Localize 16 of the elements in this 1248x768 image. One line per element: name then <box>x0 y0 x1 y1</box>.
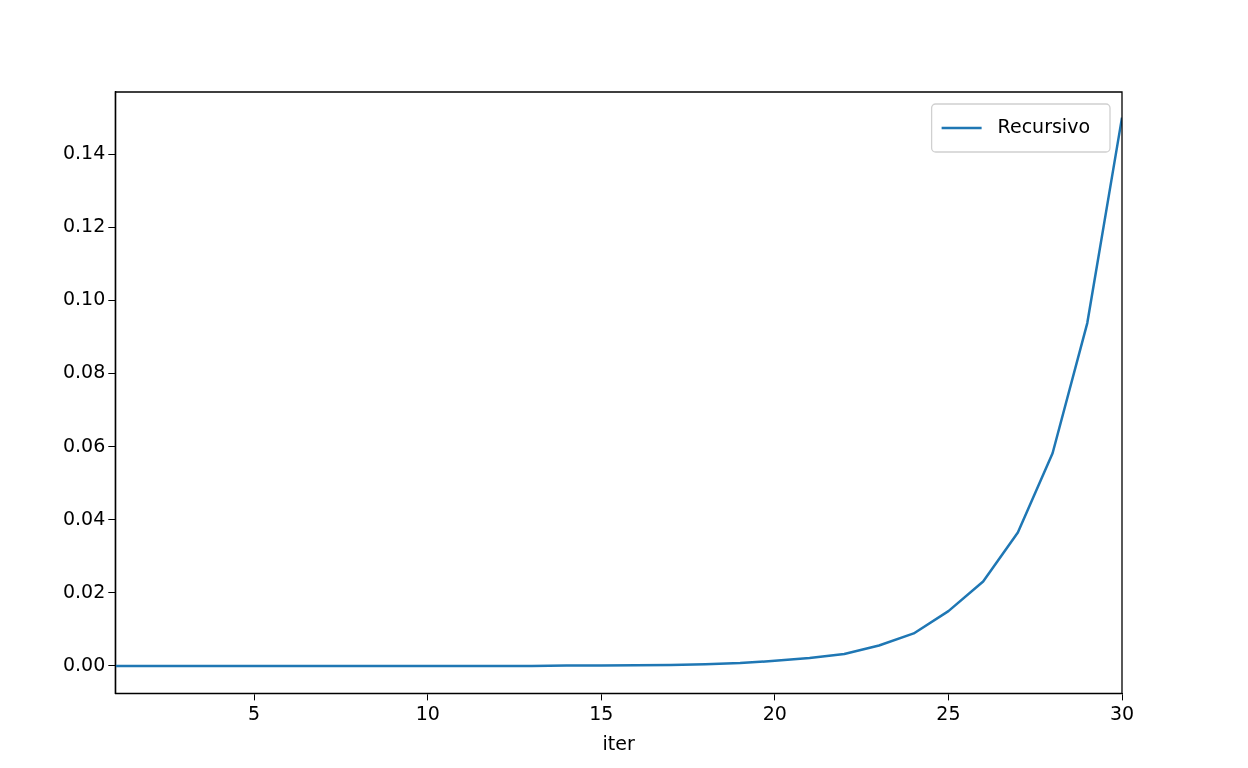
y-tick-label: 0.08 <box>62 360 106 383</box>
y-tick-label: 0.06 <box>62 433 106 456</box>
y-tick-label: 0.12 <box>62 214 106 237</box>
x-tick-label: 5 <box>248 701 261 724</box>
x-tick-label: 25 <box>936 701 961 724</box>
x-tick-label: 20 <box>762 701 787 724</box>
y-tick-label: 0.02 <box>62 579 106 602</box>
y-tick-label: 0.10 <box>62 287 106 310</box>
legend-label: Recursivo <box>997 114 1091 137</box>
x-tick-label: 10 <box>415 701 440 724</box>
x-axis-title: iter <box>602 731 635 754</box>
y-tick-label: 0.14 <box>62 141 106 164</box>
x-tick-label: 15 <box>589 701 614 724</box>
x-tick-label: 30 <box>1109 701 1135 724</box>
y-tick-label: 0.00 <box>62 652 106 675</box>
y-tick-label: 0.04 <box>62 506 106 529</box>
